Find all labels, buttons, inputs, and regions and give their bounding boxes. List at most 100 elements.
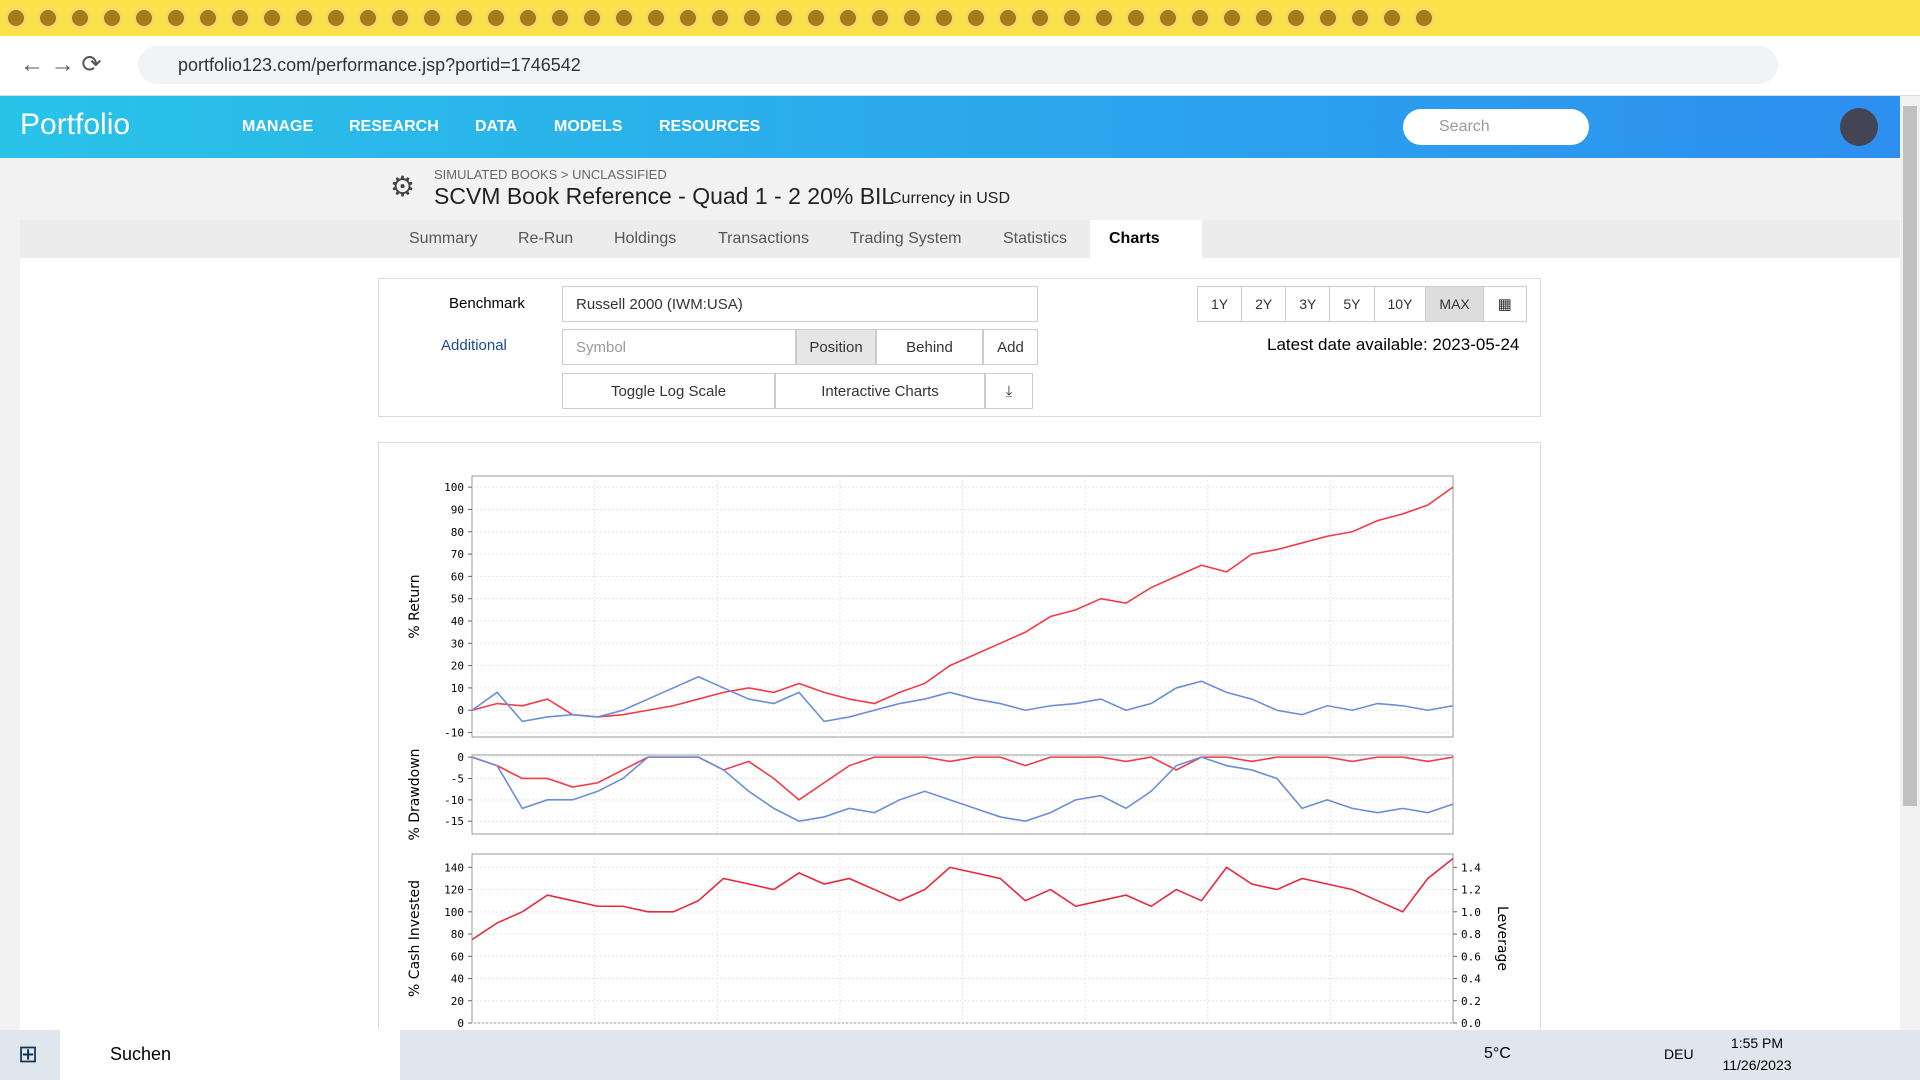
y-tick-label: 140 xyxy=(444,861,464,874)
nav-item[interactable]: RESOURCES xyxy=(659,118,761,135)
nav-item[interactable]: DATA xyxy=(475,118,518,135)
y2-tick-label: 0.6 xyxy=(1461,950,1481,963)
position-addon: Position xyxy=(796,329,876,365)
y-tick-label: 90 xyxy=(451,503,464,516)
series-line xyxy=(471,756,1454,823)
y2-tick-label: 0.2 xyxy=(1461,995,1481,1008)
y-tick-label: 20 xyxy=(451,660,464,673)
taskbar-search[interactable]: Suchen xyxy=(60,1030,400,1080)
y2-tick-label: 0.4 xyxy=(1461,973,1481,986)
weather: 5°C xyxy=(1484,1045,1511,1062)
scrollbar[interactable] xyxy=(1900,96,1920,1030)
nav-item[interactable]: MODELS xyxy=(554,118,623,135)
tab-strip xyxy=(0,0,1920,36)
taskbar-search-text: Suchen xyxy=(110,1044,172,1064)
y-tick-label: 30 xyxy=(451,637,464,650)
y2-axis-label: Leverage xyxy=(1494,906,1510,971)
taskbar: ⊞ Suchen 5°C DEU 1:55 PM 11/26/2023 xyxy=(0,1030,1920,1080)
behind-select[interactable]: Behind xyxy=(876,329,983,365)
y-tick-label: 120 xyxy=(444,884,464,897)
y-tick-label: 0 xyxy=(457,704,464,717)
url-box[interactable]: portfolio123.com/performance.jsp?portid=… xyxy=(138,46,1778,84)
symbol-input[interactable]: Symbol xyxy=(562,329,796,365)
y2-tick-label: 1.0 xyxy=(1461,906,1481,919)
range-button[interactable]: 5Y xyxy=(1329,286,1375,322)
range-button[interactable]: MAX xyxy=(1425,286,1484,322)
range-button[interactable]: 1Y xyxy=(1197,286,1243,322)
series-line xyxy=(471,675,1454,723)
y-axis-label: % Drawdown xyxy=(407,748,423,840)
tab-bar: Summary Re-Run Holdings Transactions Tra… xyxy=(20,220,1900,258)
search-box[interactable]: Search xyxy=(1403,109,1589,145)
tab[interactable]: Re-Run xyxy=(518,230,574,247)
y-tick-label: 0 xyxy=(457,1017,464,1030)
series-line xyxy=(471,857,1454,941)
symbol-placeholder: Symbol xyxy=(576,338,627,356)
interactive-button[interactable]: Interactive Charts xyxy=(775,373,985,409)
series-line xyxy=(471,756,1454,801)
controls-card: Benchmark Russell 2000 (IWM:USA) Additio… xyxy=(378,278,1541,417)
tab[interactable]: Statistics xyxy=(1003,230,1068,247)
download-button[interactable]: ⤓ xyxy=(985,373,1033,409)
y2-tick-label: 0.0 xyxy=(1461,1017,1481,1030)
y-tick-label: 80 xyxy=(451,928,464,941)
range-button[interactable]: 2Y xyxy=(1241,286,1287,322)
y-tick-label: 100 xyxy=(444,906,464,919)
y2-tick-label: 1.4 xyxy=(1461,861,1481,874)
y-tick-label: 70 xyxy=(451,548,464,561)
nav-arrows[interactable]: ← → ⟳ xyxy=(20,51,102,78)
chart-card: -10 0 10 20 30 40 50 60 70 80 90 100 % Return 0 -5 -10 -… xyxy=(378,442,1541,1044)
benchmark-value: Russell 2000 (IWM:USA) xyxy=(576,295,743,313)
add-text: Add xyxy=(997,338,1024,356)
y-tick-label: -10 xyxy=(444,794,464,807)
y-tick-label: -10 xyxy=(444,727,464,740)
nav-item[interactable]: RESEARCH xyxy=(349,118,439,135)
start-button[interactable]: ⊞ xyxy=(18,1041,39,1068)
charts: -10 0 10 20 30 40 50 60 70 80 90 100 % Return 0 -5 -10 -… xyxy=(407,475,1510,1030)
breadcrumb: SIMULATED BOOKS > UNCLASSIFIED xyxy=(434,167,667,182)
benchmark-select[interactable]: Russell 2000 (IWM:USA) xyxy=(562,286,1038,322)
y-tick-label: 40 xyxy=(451,615,464,628)
active-tab[interactable]: Charts xyxy=(1090,220,1202,258)
top-nav: Portfolio MANAGE RESEARCH DATA MODELS RE… xyxy=(0,96,1900,158)
tab[interactable]: Summary xyxy=(409,230,478,247)
nav-item[interactable]: MANAGE xyxy=(242,118,314,135)
range-button[interactable]: 3Y xyxy=(1285,286,1331,322)
currency: Currency in USD xyxy=(890,190,1011,207)
search-placeholder: Search xyxy=(1439,118,1490,135)
clock-date: 11/26/2023 xyxy=(1722,1057,1792,1073)
log-button[interactable]: Toggle Log Scale xyxy=(562,373,775,409)
url: portfolio123.com/performance.jsp?portid=… xyxy=(178,55,581,75)
y-tick-label: 100 xyxy=(444,481,464,494)
y-tick-label: 50 xyxy=(451,593,464,606)
add-button[interactable]: Add xyxy=(983,329,1038,365)
settings-icon[interactable]: ⚙ xyxy=(390,171,416,202)
latest-date: Latest date available: 2023-05-24 xyxy=(1267,335,1520,354)
tab: Charts xyxy=(1109,230,1160,247)
log-text: Toggle Log Scale xyxy=(610,382,727,400)
y-tick-label: 60 xyxy=(451,950,464,963)
range-group: 1Y 2Y 3Y 5Y 10Y MAX ▦ xyxy=(1197,286,1527,322)
range-button[interactable]: 10Y xyxy=(1373,286,1427,322)
y-tick-label: 20 xyxy=(451,995,464,1008)
address-bar: ← → ⟳ portfolio123.com/performance.jsp?p… xyxy=(0,36,1920,96)
clock-time: 1:55 PM xyxy=(1730,1035,1784,1051)
logo[interactable]: Portfolio xyxy=(20,108,131,141)
y-axis-label: % Return xyxy=(407,574,423,638)
position-text: Position xyxy=(809,338,863,356)
tab[interactable]: Trading System xyxy=(850,230,962,247)
y-tick-label: -5 xyxy=(451,772,464,785)
tab[interactable]: Holdings xyxy=(614,230,677,247)
benchmark-label: Benchmark xyxy=(449,295,525,312)
behind-text: Behind xyxy=(906,338,953,356)
calendar-button[interactable]: ▦ xyxy=(1482,286,1527,322)
y-tick-label: -15 xyxy=(444,815,464,828)
avatar[interactable] xyxy=(1840,108,1878,146)
interactive-text: Interactive Charts xyxy=(821,382,939,400)
y-tick-label: 0 xyxy=(457,751,464,764)
additional-label: Additional xyxy=(441,337,507,354)
tab[interactable]: Transactions xyxy=(718,230,809,247)
y-tick-label: 10 xyxy=(451,682,464,695)
y2-tick-label: 1.2 xyxy=(1461,884,1481,897)
